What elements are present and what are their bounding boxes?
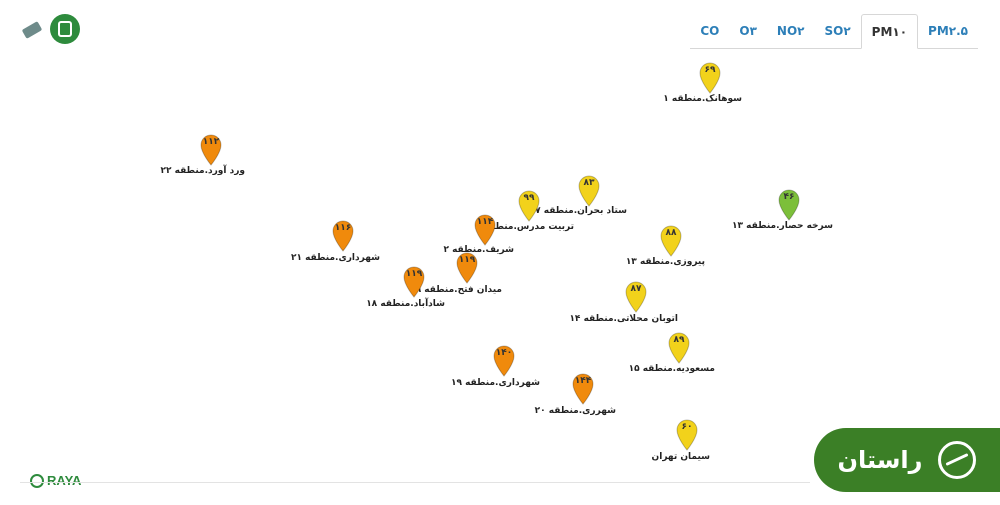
station-value: ۸۸ [665,228,677,238]
station-label: شهرری.منطقه ۲۰ [534,406,616,416]
station-marker[interactable]: ۹۹ [517,190,541,222]
rastan-logo-icon [938,441,977,479]
station-marker[interactable]: ۱۱۴ [473,214,497,246]
station-label: پیروزی.منطقه ۱۳ [625,257,705,267]
tab-pm25[interactable]: PM۲.۵ [928,24,968,38]
header-logos [20,14,80,44]
station-value: ۶۹ [704,65,716,75]
map-pin-icon [456,252,478,284]
rastan-badge: راستان [814,428,1000,492]
map-pin-icon [474,214,496,246]
station-value: ۱۴۰ [495,348,513,358]
station-value: ۴۶ [783,192,795,202]
station-value: ۱۱۴ [476,217,494,227]
station-value: ۱۱۶ [334,223,352,233]
station-value: ۱۴۴ [574,376,592,386]
map-pin-icon [572,373,594,405]
raya-brand: RAYA [47,473,82,488]
station-value: ۱۱۹ [458,255,476,265]
map-pin-icon [332,220,354,252]
station-label: ستاد بحران.منطقه ۷ [535,206,627,216]
station-marker[interactable]: ۱۱۹ [455,252,479,284]
raya-logo: RAYA [30,473,81,488]
rastan-text: راستان [837,446,923,474]
station-value: ۱۱۹ [405,269,423,279]
organization-logo [50,14,80,44]
map-pin-icon [200,134,222,166]
station-marker[interactable]: ۶۹ [698,62,722,94]
tab-o3[interactable]: O۳ [739,24,757,38]
pollutant-tabs: CO O۳ NO۲ SO۲ PM۱۰ PM۲.۵ [690,14,978,49]
station-label: سرخه حصار.منطقه ۱۳ [732,221,833,231]
station-label: میدان فتح.منطقه ۹ [416,285,502,295]
station-value: ۸۹ [673,335,685,345]
station-marker[interactable]: ۸۷ [624,281,648,313]
station-label: اتوبان محلاتی.منطقه ۱۴ [569,314,678,324]
location-pin-icon [30,473,44,488]
station-marker[interactable]: ۸۳ [577,175,601,207]
footer-divider [20,482,810,483]
map-pin-icon [493,345,515,377]
station-value: ۸۷ [630,284,642,294]
map-pin-icon [403,266,425,298]
station-label: شهرداری.منطقه ۲۱ [290,253,380,263]
map-pin-icon [625,281,647,313]
map-pin-icon [699,62,721,94]
station-value: ۶۰ [681,422,693,432]
station-label: شریف.منطقه ۲ [443,245,514,255]
map-pin-icon [518,190,540,222]
station-value: ۱۱۲ [202,137,220,147]
station-label: مسعودیه.منطقه ۱۵ [628,364,715,374]
station-value: ۹۹ [523,193,535,203]
station-marker[interactable]: ۱۱۶ [331,220,355,252]
map-pin-icon [676,419,698,451]
station-label: شهرداری.منطقه ۱۹ [450,378,540,388]
station-label: سیمان تهران [651,452,710,462]
tab-so2[interactable]: SO۲ [824,24,851,38]
station-label: شادآباد.منطقه ۱۸ [366,299,445,309]
station-marker[interactable]: ۱۱۲ [199,134,223,166]
map-pin-icon [578,175,600,207]
map-pin-icon [660,225,682,257]
station-marker[interactable]: ۸۸ [659,225,683,257]
station-marker[interactable]: ۴۶ [777,189,801,221]
station-marker[interactable]: ۸۹ [667,332,691,364]
station-value: ۸۳ [583,178,595,188]
station-label: ورد آورد.منطقه ۲۲ [160,166,245,176]
station-marker[interactable]: ۱۱۹ [402,266,426,298]
station-label: سوهانک.منطقه ۱ [663,94,742,104]
tab-no2[interactable]: NO۲ [776,24,805,38]
station-marker[interactable]: ۱۴۴ [571,373,595,405]
tab-co[interactable]: CO [700,24,720,38]
station-marker[interactable]: ۱۴۰ [492,345,516,377]
tab-pm10[interactable]: PM۱۰ [860,14,919,49]
map-pin-icon [668,332,690,364]
station-marker[interactable]: ۶۰ [675,419,699,451]
map-pin-icon [778,189,800,221]
